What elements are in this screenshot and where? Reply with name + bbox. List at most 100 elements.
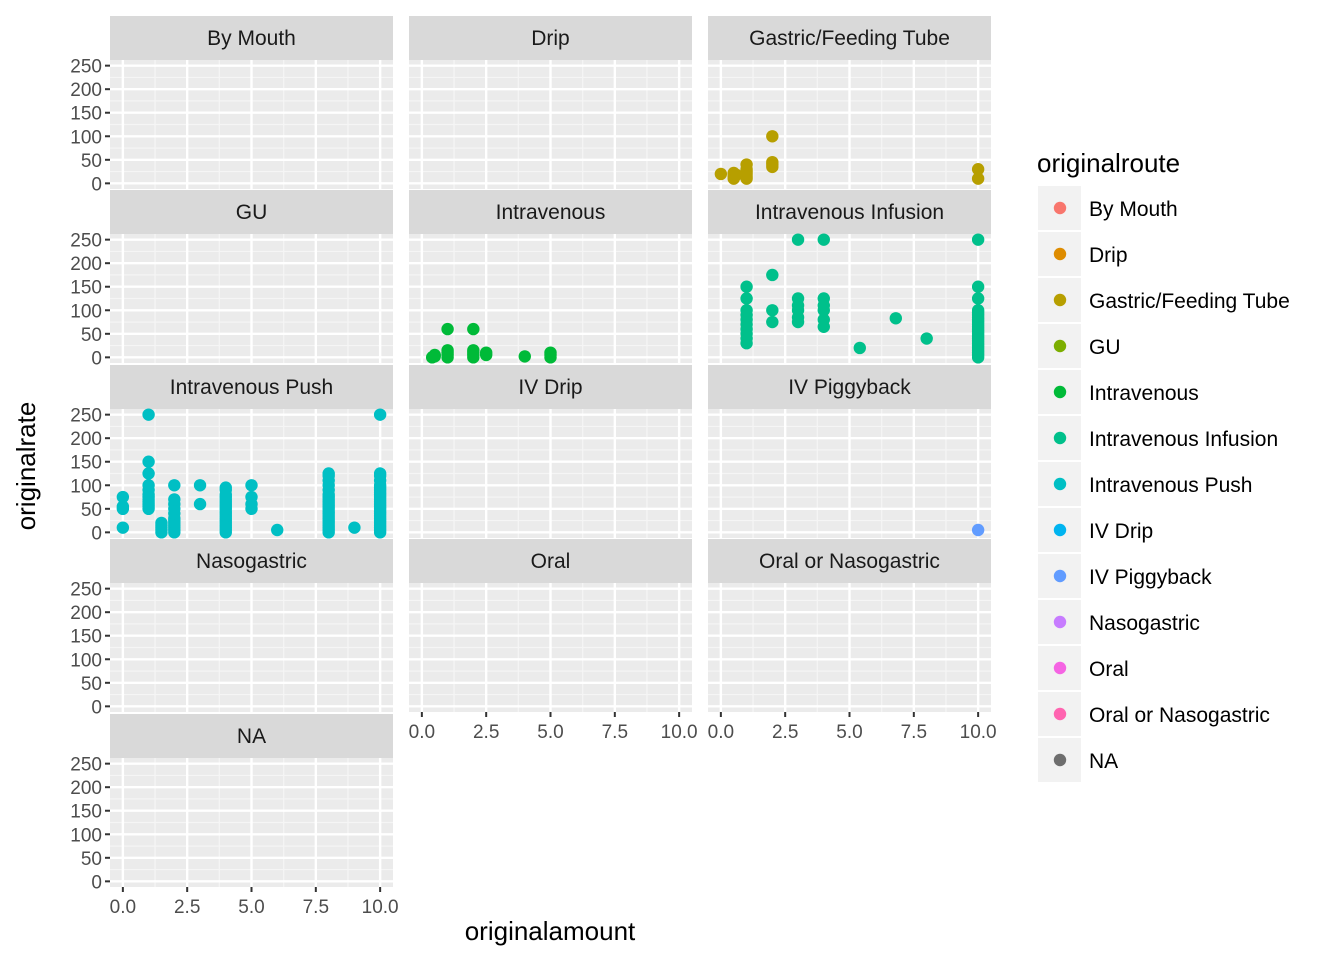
legend-key-point <box>1053 385 1067 399</box>
facet-panel: Drip <box>409 16 692 189</box>
facet-strip <box>409 539 692 583</box>
x-tick-label: 5.0 <box>537 722 563 743</box>
data-point <box>971 172 985 185</box>
data-point <box>766 155 779 169</box>
data-point <box>441 344 454 357</box>
legend-key-point <box>1053 431 1067 445</box>
facet-panel: Intravenous <box>409 190 692 364</box>
legend-key-point <box>1053 569 1067 583</box>
legend-label: Nasogastric <box>1089 612 1200 635</box>
data-point <box>245 490 258 504</box>
data-point <box>766 130 779 143</box>
y-tick-label: 200 <box>70 603 102 624</box>
data-point <box>971 280 985 293</box>
y-tick-label: 150 <box>70 802 102 823</box>
legend-label: Gastric/Feeding Tube <box>1089 290 1290 313</box>
x-tick-label: 0.0 <box>708 722 734 743</box>
y-tick-label: 50 <box>81 500 102 521</box>
y-tick-label: 0 <box>91 872 102 893</box>
facet-strip-label: Intravenous <box>496 201 606 224</box>
data-point <box>479 346 493 359</box>
data-point <box>791 233 805 246</box>
facet-strip <box>708 539 991 583</box>
y-tick-label: 250 <box>70 580 102 601</box>
data-point <box>740 280 753 293</box>
legend-item: Oral <box>1038 646 1129 690</box>
x-tick-label: 2.5 <box>473 722 499 743</box>
legend-item: Drip <box>1038 232 1128 276</box>
data-point <box>518 350 531 363</box>
legend-item: Intravenous <box>1038 370 1199 414</box>
legend-key-point <box>1053 293 1067 307</box>
y-tick-label: 0 <box>91 523 102 544</box>
facet-strip-label: GU <box>236 201 268 224</box>
y-tick-label: 200 <box>70 254 102 275</box>
legend-label: NA <box>1089 750 1118 773</box>
legend-label: Drip <box>1089 244 1128 267</box>
legend-item: IV Piggyback <box>1038 554 1212 598</box>
data-point <box>142 408 155 421</box>
y-tick-label: 250 <box>70 406 102 427</box>
y-tick-label: 50 <box>81 849 102 870</box>
legend: originalroute By Mouth Drip Gastric/Feeding… <box>1037 148 1290 782</box>
x-axis-title: originalamount <box>465 916 636 946</box>
data-point <box>116 490 130 504</box>
data-point <box>322 467 335 480</box>
y-tick-label: 100 <box>70 301 102 322</box>
legend-key-point <box>1053 477 1067 491</box>
x-tick-label: 0.0 <box>110 897 136 918</box>
data-point <box>817 313 830 326</box>
y-tick-label: 150 <box>70 104 102 125</box>
facet-strip <box>110 365 393 409</box>
legend-label: IV Piggyback <box>1089 566 1212 589</box>
facet-strip <box>708 16 991 60</box>
legend-item: Oral or Nasogastric <box>1038 692 1270 736</box>
legend-title: originalroute <box>1037 148 1180 178</box>
data-point <box>714 167 728 181</box>
facet-strip-label: Intravenous Infusion <box>755 201 944 224</box>
legend-key-point <box>1053 753 1067 767</box>
y-tick-label: 200 <box>70 778 102 799</box>
data-point <box>766 268 779 282</box>
facet-strip-label: Oral <box>531 550 571 573</box>
legend-label: Oral <box>1089 658 1129 681</box>
data-point <box>348 521 361 534</box>
data-point <box>853 341 866 355</box>
facet-strip <box>708 365 991 409</box>
facet-strip <box>110 539 393 583</box>
data-point <box>467 344 480 357</box>
facet-strip <box>409 365 692 409</box>
x-tick-label: 7.5 <box>602 722 628 743</box>
legend-label: By Mouth <box>1089 198 1178 221</box>
y-tick-label: 100 <box>70 476 102 497</box>
legend-item: Nasogastric <box>1038 600 1200 644</box>
y-tick-label: 0 <box>91 697 102 718</box>
x-tick-label: 5.0 <box>836 722 862 743</box>
facet-strip-label: IV Piggyback <box>788 376 911 399</box>
y-tick-label: 250 <box>70 57 102 78</box>
facet-strip-label: IV Drip <box>518 376 582 399</box>
x-tick-label: 10.0 <box>661 722 698 743</box>
data-point <box>971 163 985 176</box>
data-point <box>740 292 753 305</box>
data-point <box>155 516 168 530</box>
data-point <box>740 304 753 317</box>
y-tick-label: 200 <box>70 80 102 101</box>
y-tick-label: 100 <box>70 127 102 148</box>
data-point <box>245 479 258 492</box>
x-tick-label: 10.0 <box>960 722 997 743</box>
data-point <box>373 467 387 480</box>
legend-key-point <box>1053 339 1067 353</box>
legend-label: Intravenous Infusion <box>1089 428 1278 451</box>
legend-key-point <box>1053 615 1067 629</box>
data-point <box>971 523 985 537</box>
data-point <box>766 315 779 329</box>
data-point <box>142 467 155 480</box>
data-point <box>791 292 805 305</box>
x-tick-label: 2.5 <box>174 897 200 918</box>
y-axis-title: originalrate <box>11 402 41 531</box>
data-point <box>219 481 232 494</box>
